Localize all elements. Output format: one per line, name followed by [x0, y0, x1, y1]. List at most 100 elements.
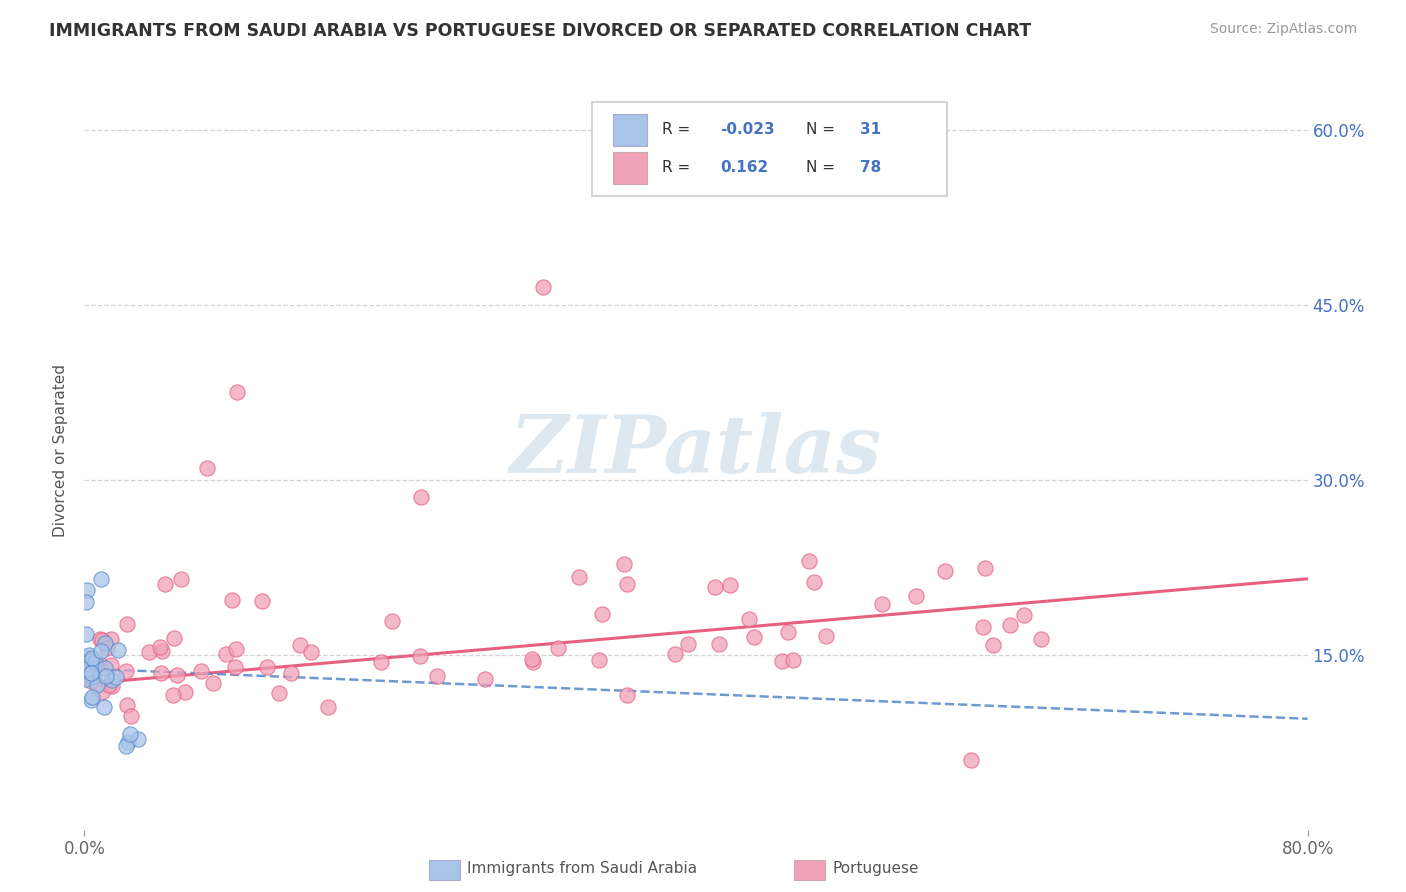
Point	[299, 644, 322, 658]
Point	[190, 665, 212, 679]
Point	[709, 637, 731, 651]
Point	[75, 651, 97, 665]
Point	[174, 685, 197, 699]
Point	[201, 675, 224, 690]
Point	[797, 554, 820, 568]
Point	[90, 684, 112, 698]
Text: N =: N =	[806, 122, 839, 137]
Point	[972, 620, 994, 634]
Point	[86, 678, 108, 692]
Point	[76, 662, 98, 676]
Point	[153, 576, 176, 591]
Bar	[613, 114, 647, 145]
Point	[120, 709, 142, 723]
Point	[974, 561, 997, 575]
Point	[522, 656, 544, 670]
Point	[588, 653, 610, 667]
Point	[616, 576, 638, 591]
Point	[117, 735, 139, 749]
Text: R =: R =	[662, 122, 695, 137]
Point	[1012, 608, 1035, 623]
Point	[115, 664, 138, 678]
Point	[76, 583, 98, 598]
Point	[531, 280, 554, 294]
Point	[98, 678, 121, 692]
Point	[114, 739, 136, 753]
Point	[591, 607, 613, 621]
Point	[80, 692, 103, 706]
Point	[905, 589, 928, 603]
Point	[770, 654, 793, 668]
Point	[738, 612, 761, 626]
Point	[288, 639, 311, 653]
Point	[742, 630, 765, 644]
Text: 78: 78	[860, 161, 882, 175]
Point	[149, 666, 172, 681]
Point	[75, 627, 97, 641]
Point	[80, 669, 103, 683]
Point	[215, 647, 238, 661]
Point	[409, 490, 432, 504]
Point	[82, 668, 104, 682]
Text: Source: ZipAtlas.com: Source: ZipAtlas.com	[1209, 22, 1357, 37]
Point	[162, 688, 184, 702]
Point	[80, 673, 103, 688]
Point	[782, 653, 804, 667]
Point	[79, 648, 101, 663]
Point	[778, 625, 800, 640]
Point	[105, 670, 128, 684]
Point	[616, 688, 638, 702]
Point	[83, 655, 105, 669]
Point	[704, 581, 727, 595]
Point	[100, 657, 122, 672]
Point	[90, 572, 112, 586]
Point	[718, 578, 741, 592]
Bar	[613, 152, 647, 184]
Point	[280, 666, 302, 681]
Point	[115, 698, 138, 712]
Point	[166, 668, 188, 682]
Point	[934, 564, 956, 578]
Point	[149, 640, 172, 654]
Point	[613, 557, 636, 571]
Point	[226, 385, 249, 400]
FancyBboxPatch shape	[592, 102, 946, 196]
Point	[89, 657, 111, 671]
Point	[224, 660, 246, 674]
Point	[998, 618, 1021, 632]
Point	[75, 595, 97, 609]
Point	[101, 679, 124, 693]
Point	[82, 650, 104, 665]
Point	[163, 631, 186, 645]
Point	[960, 753, 983, 767]
Point	[80, 665, 103, 679]
Point	[981, 638, 1004, 652]
Point	[79, 665, 101, 680]
Point	[676, 637, 699, 651]
Point	[426, 669, 449, 683]
Point	[118, 727, 141, 741]
Text: 31: 31	[860, 122, 882, 137]
Text: Immigrants from Saudi Arabia: Immigrants from Saudi Arabia	[467, 862, 697, 876]
Point	[101, 673, 124, 687]
Point	[256, 659, 278, 673]
Text: 0.162: 0.162	[720, 161, 769, 175]
Point	[225, 641, 247, 656]
Point	[91, 633, 114, 648]
Point	[195, 461, 218, 475]
Point	[152, 643, 174, 657]
Point	[409, 648, 432, 663]
Point	[90, 644, 112, 658]
Point	[93, 700, 115, 714]
Point	[267, 686, 290, 700]
Point	[547, 641, 569, 656]
Point	[520, 652, 543, 666]
Point	[250, 594, 273, 608]
Point	[115, 617, 138, 632]
Point	[316, 699, 339, 714]
Point	[664, 647, 686, 661]
Text: N =: N =	[806, 161, 839, 175]
Point	[75, 673, 97, 687]
Point	[803, 575, 825, 590]
Point	[94, 661, 117, 675]
